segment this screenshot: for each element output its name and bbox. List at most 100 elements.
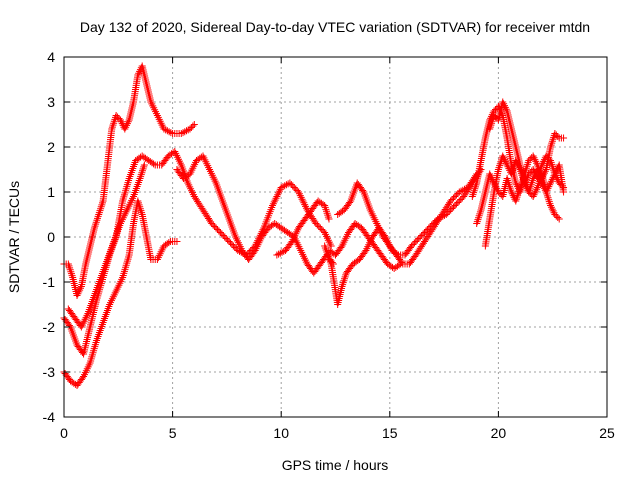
- x-tick-label: 10: [273, 425, 289, 441]
- data-point: [160, 125, 168, 133]
- data-point: [476, 210, 484, 218]
- data-point: [91, 222, 99, 230]
- data-point: [526, 169, 534, 176]
- data-point: [543, 186, 551, 194]
- data-point: [76, 286, 84, 294]
- data-point: [474, 216, 482, 224]
- data-point: [500, 100, 508, 108]
- data-point: [138, 169, 146, 177]
- data-point: [508, 190, 516, 198]
- data-point: [286, 179, 294, 187]
- data-point: [97, 205, 105, 213]
- data-point: [97, 203, 105, 211]
- data-point: [224, 236, 232, 244]
- series-track-e: [173, 152, 337, 277]
- series-track-h: [334, 170, 481, 268]
- data-point: [492, 113, 500, 121]
- data-point: [112, 112, 120, 119]
- data-point: [415, 235, 423, 242]
- data-point: [533, 185, 541, 193]
- data-point: [530, 191, 538, 199]
- x-tick-label: 20: [491, 425, 507, 441]
- data-point: [542, 188, 550, 196]
- data-point: [124, 118, 132, 126]
- data-point: [323, 207, 331, 215]
- y-axis-label: SDTVAR / TECUs: [6, 181, 22, 293]
- data-point: [117, 118, 125, 126]
- data-point: [418, 232, 426, 239]
- data-point: [452, 191, 460, 199]
- data-point: [324, 211, 332, 219]
- data-point: [529, 175, 537, 182]
- data-point: [521, 181, 529, 189]
- data-point: [499, 152, 507, 160]
- data-point: [67, 270, 75, 278]
- data-point: [93, 216, 101, 224]
- data-point: [189, 122, 197, 130]
- data-point: [457, 196, 465, 203]
- data-point: [290, 184, 298, 191]
- data-point: [162, 126, 170, 134]
- data-point: [275, 250, 283, 258]
- data-point: [269, 200, 277, 208]
- data-point: [531, 156, 539, 164]
- data-point: [66, 264, 74, 272]
- data-point: [339, 279, 347, 287]
- data-point: [140, 163, 148, 171]
- data-point: [269, 202, 277, 209]
- data-point: [487, 172, 495, 180]
- data-point: [501, 157, 509, 165]
- y-tick-label: -3: [43, 364, 56, 380]
- data-point: [296, 192, 304, 200]
- data-point: [213, 226, 221, 233]
- y-tick-label: 4: [47, 49, 55, 65]
- data-point: [222, 235, 230, 242]
- data-point: [408, 242, 416, 250]
- data-point: [110, 119, 118, 127]
- data-point: [525, 170, 533, 178]
- data-point: [547, 177, 555, 185]
- data-point: [560, 134, 568, 142]
- data-point: [451, 193, 459, 200]
- data-point: [504, 163, 512, 171]
- data-point: [548, 139, 556, 147]
- data-point: [539, 159, 547, 167]
- data-point: [227, 239, 235, 247]
- data-point: [560, 188, 568, 196]
- data-point: [500, 154, 508, 162]
- data-point: [187, 124, 195, 131]
- data-point: [455, 188, 463, 196]
- data-point: [532, 187, 540, 195]
- data-point: [173, 238, 181, 245]
- data-point: [75, 288, 83, 296]
- data-point: [95, 211, 103, 218]
- data-point: [277, 184, 285, 191]
- data-point: [545, 183, 553, 191]
- y-tick-label: -1: [43, 274, 56, 290]
- data-points: [60, 62, 568, 389]
- data-point: [549, 207, 557, 215]
- data-point: [123, 120, 131, 128]
- y-tick-label: 2: [47, 139, 55, 155]
- data-point: [179, 129, 187, 137]
- data-point: [98, 199, 106, 207]
- data-point: [503, 161, 511, 169]
- y-tick-label: -2: [43, 319, 56, 335]
- data-point: [451, 202, 459, 209]
- data-point: [499, 98, 507, 106]
- data-point: [68, 272, 76, 280]
- y-tick-label: 1: [47, 184, 55, 200]
- axis-ticks: 0 5 10 15 20 25 -4 -3 -2 -1 0 1 2 3 4: [43, 49, 615, 441]
- data-point: [412, 238, 420, 245]
- data-point: [92, 220, 100, 228]
- data-point: [554, 133, 562, 140]
- data-point: [476, 208, 484, 216]
- data-point: [553, 166, 561, 174]
- data-point: [552, 168, 560, 176]
- data-point: [275, 187, 283, 195]
- data-point: [301, 201, 309, 209]
- data-point: [216, 229, 224, 236]
- data-point: [552, 212, 560, 220]
- data-point: [274, 191, 282, 199]
